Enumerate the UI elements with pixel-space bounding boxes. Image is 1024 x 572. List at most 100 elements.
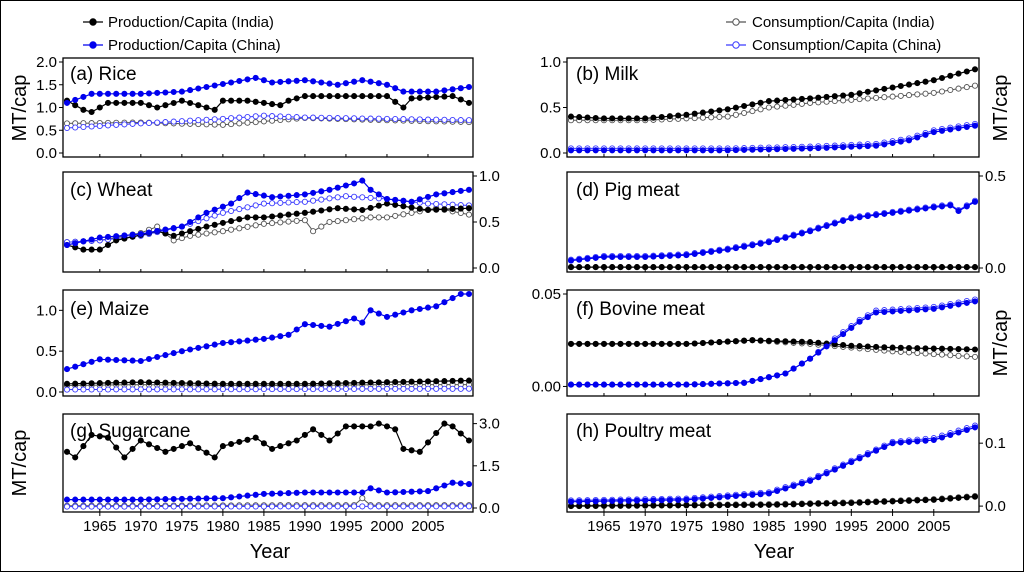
- point-f-prod-india-1994: [840, 341, 847, 349]
- point-h-prod-india-2005: [930, 496, 937, 503]
- point-f-prod-india-1996: [856, 343, 863, 350]
- point-a-prod-india-1968: [121, 99, 128, 106]
- point-d-prod-china-1997: [864, 213, 871, 220]
- point-g-cons-china-1988: [285, 503, 292, 510]
- point-a-prod-india-2001: [392, 98, 399, 105]
- point-f-prod-china-1962: [576, 381, 583, 388]
- point-h-prod-china-2001: [897, 439, 904, 446]
- point-g-cons-china-1972: [154, 503, 161, 510]
- point-a-prod-india-1966: [104, 99, 112, 106]
- point-b-prod-china-1974: [675, 147, 682, 154]
- xaxis-right-tick-label-7: 2000: [876, 518, 909, 535]
- point-e-prod-india-1966: [104, 379, 112, 386]
- point-e-prod-india-1987: [277, 380, 284, 387]
- xaxis-right-tick-label-2: 1975: [670, 518, 703, 535]
- series-h-prod-china: [567, 424, 979, 505]
- point-b-prod-china-1986: [774, 146, 781, 153]
- point-b-prod-india-1991: [815, 94, 822, 101]
- xaxis-left-tick-label-2: 1975: [165, 518, 198, 535]
- point-b-cons-india-1996: [856, 96, 863, 103]
- point-a-cons-china-2003: [408, 116, 415, 123]
- point-g-prod-china-1961: [63, 496, 71, 503]
- point-h-prod-india-1980: [724, 502, 731, 509]
- point-b-prod-china-1963: [584, 147, 591, 154]
- panel-h-frame: [566, 413, 980, 513]
- point-a-prod-india-1973: [162, 102, 169, 109]
- xaxis-right-tick-label-4: 1985: [752, 518, 785, 535]
- legend-prod-china-label: Production/Capita (China): [108, 37, 281, 54]
- point-c-prod-india-1977: [195, 225, 202, 232]
- point-h-prod-china-1982: [741, 492, 748, 499]
- point-e-cons-china-1992: [318, 385, 325, 393]
- point-e-cons-china-1984: [252, 386, 259, 393]
- point-e-prod-china-1997: [359, 319, 366, 326]
- point-b-prod-india-1990: [807, 95, 814, 102]
- point-f-prod-india-1967: [617, 340, 624, 347]
- point-a-prod-china-1990: [301, 77, 308, 84]
- point-h-prod-india-1997: [864, 499, 871, 506]
- panel-d-series: [567, 197, 979, 271]
- point-f-cons-india-2008: [955, 352, 962, 359]
- point-b-cons-india-1979: [716, 113, 723, 121]
- point-h-prod-india-1975: [683, 502, 690, 509]
- point-f-cons-india-2009: [963, 353, 970, 360]
- point-e-cons-china-1965: [96, 386, 103, 393]
- point-a-cons-china-2000: [383, 115, 391, 122]
- point-e-prod-china-2001: [392, 311, 399, 318]
- point-a-prod-china-1981: [228, 79, 235, 86]
- point-e-cons-china-1991: [310, 386, 317, 393]
- point-c-prod-india-1993: [326, 206, 333, 213]
- point-a-cons-india-1982: [236, 120, 243, 127]
- point-a-prod-india-1997: [359, 93, 366, 100]
- point-a-prod-india-1990: [301, 93, 308, 100]
- point-d-prod-india-1973: [666, 264, 673, 271]
- point-b-prod-india-1969: [633, 115, 641, 122]
- point-d-prod-india-2009: [963, 264, 970, 271]
- point-b-cons-india-1995: [848, 96, 855, 103]
- point-g-prod-china-2000: [383, 489, 391, 496]
- panel-f-frame: [566, 289, 980, 397]
- point-b-prod-china-1962: [576, 147, 583, 154]
- point-a-cons-india-1985: [260, 118, 267, 125]
- point-f-prod-india-1988: [790, 338, 797, 345]
- point-g-prod-china-1970: [137, 496, 144, 503]
- point-d-prod-china-2005: [930, 204, 937, 211]
- point-f-prod-china-2004: [922, 306, 929, 313]
- point-e-prod-china-1967: [113, 356, 120, 364]
- point-e-cons-china-1966: [104, 386, 112, 393]
- point-g-prod-china-1962: [72, 496, 79, 503]
- series-a-cons-china: [63, 112, 473, 132]
- point-d-prod-china-2010: [971, 198, 979, 205]
- point-a-prod-india-1969: [129, 99, 136, 106]
- point-d-prod-india-1976: [691, 264, 698, 271]
- point-a-cons-china-2004: [416, 116, 423, 123]
- panel-c: (c) Wheat 0.0 0.5 1.0: [62, 168, 500, 277]
- point-f-prod-india-1998: [873, 343, 880, 350]
- point-b-prod-china-1961: [567, 147, 575, 154]
- point-d-prod-india-1990: [807, 264, 814, 271]
- point-f-prod-china-1974: [675, 381, 682, 388]
- point-g-prod-china-2008: [449, 479, 456, 486]
- point-c-prod-china-1988: [285, 192, 292, 199]
- point-a-cons-china-1967: [113, 121, 120, 128]
- point-b-prod-india-1973: [666, 113, 673, 120]
- panel-a: (a) Rice 0.0 0.5 1.0 1.5 2.0: [36, 54, 474, 162]
- point-g-cons-china-1970: [137, 503, 144, 510]
- point-a-prod-china-1964: [88, 90, 95, 97]
- point-c-cons-india-2003: [408, 209, 415, 216]
- point-d-prod-india-1993: [831, 264, 838, 271]
- point-c-cons-india-2001: [392, 212, 399, 219]
- point-d-prod-india-1969: [633, 264, 641, 271]
- ytick-label-h-1: 0.1: [985, 435, 1006, 452]
- point-e-cons-china-2004: [416, 385, 423, 392]
- point-a-prod-india-1972: [154, 104, 161, 111]
- point-g-cons-china-1975: [178, 503, 185, 510]
- point-g-prod-china-1975: [178, 495, 185, 502]
- point-f-prod-china-2010: [971, 298, 979, 305]
- point-e-prod-china-1995: [342, 318, 349, 325]
- point-h-prod-india-1985: [765, 501, 772, 508]
- point-g-prod-china-1988: [285, 490, 292, 497]
- point-g-prod-india-1964: [88, 431, 95, 438]
- legend-prod-india-marker: [89, 18, 97, 26]
- point-d-prod-china-1963: [584, 255, 591, 262]
